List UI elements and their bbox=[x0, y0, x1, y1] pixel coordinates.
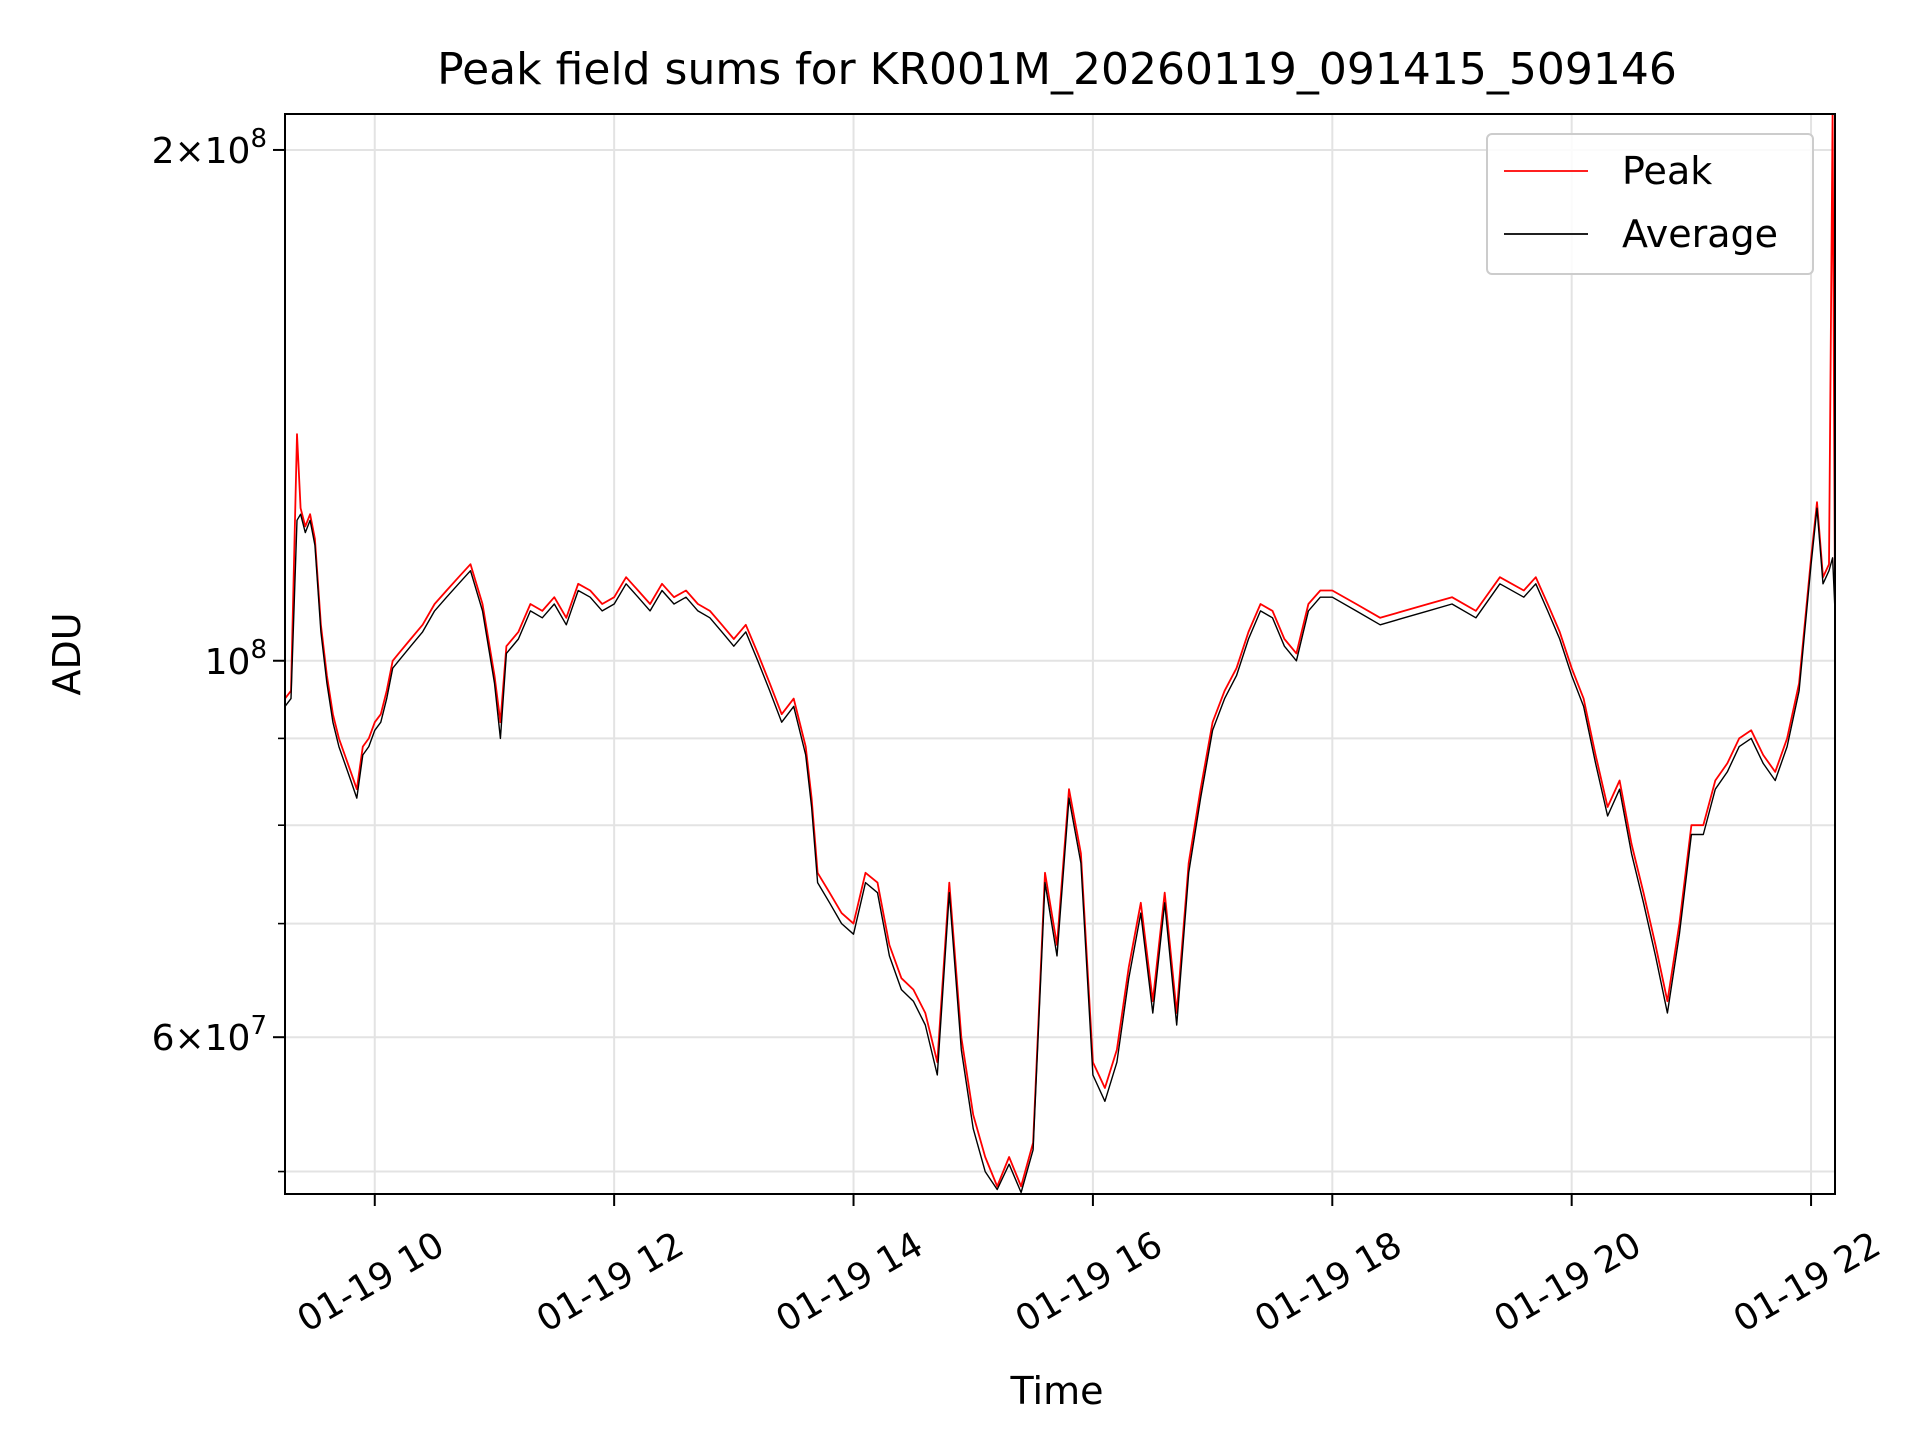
plot-frame bbox=[284, 113, 1836, 1195]
legend-box bbox=[1486, 133, 1814, 275]
legend-average-label: Average bbox=[1622, 212, 1778, 256]
series-layer bbox=[284, 113, 1836, 1194]
legend-peak-label: Peak bbox=[1622, 149, 1712, 193]
y-tick-label: 6×107 bbox=[152, 1011, 267, 1059]
series-line-peak bbox=[284, 113, 1836, 1188]
x-axis-label: Time bbox=[1010, 1369, 1104, 1413]
legend: Peak Average bbox=[1486, 133, 1814, 275]
y-tick-label: 108 bbox=[205, 635, 267, 683]
y-tick-label: 2×108 bbox=[152, 124, 267, 172]
chart-title: Peak field sums for KR001M_20260119_0914… bbox=[437, 44, 1677, 95]
series-line-average bbox=[284, 507, 1836, 1194]
y-axis-label: ADU bbox=[45, 612, 89, 695]
